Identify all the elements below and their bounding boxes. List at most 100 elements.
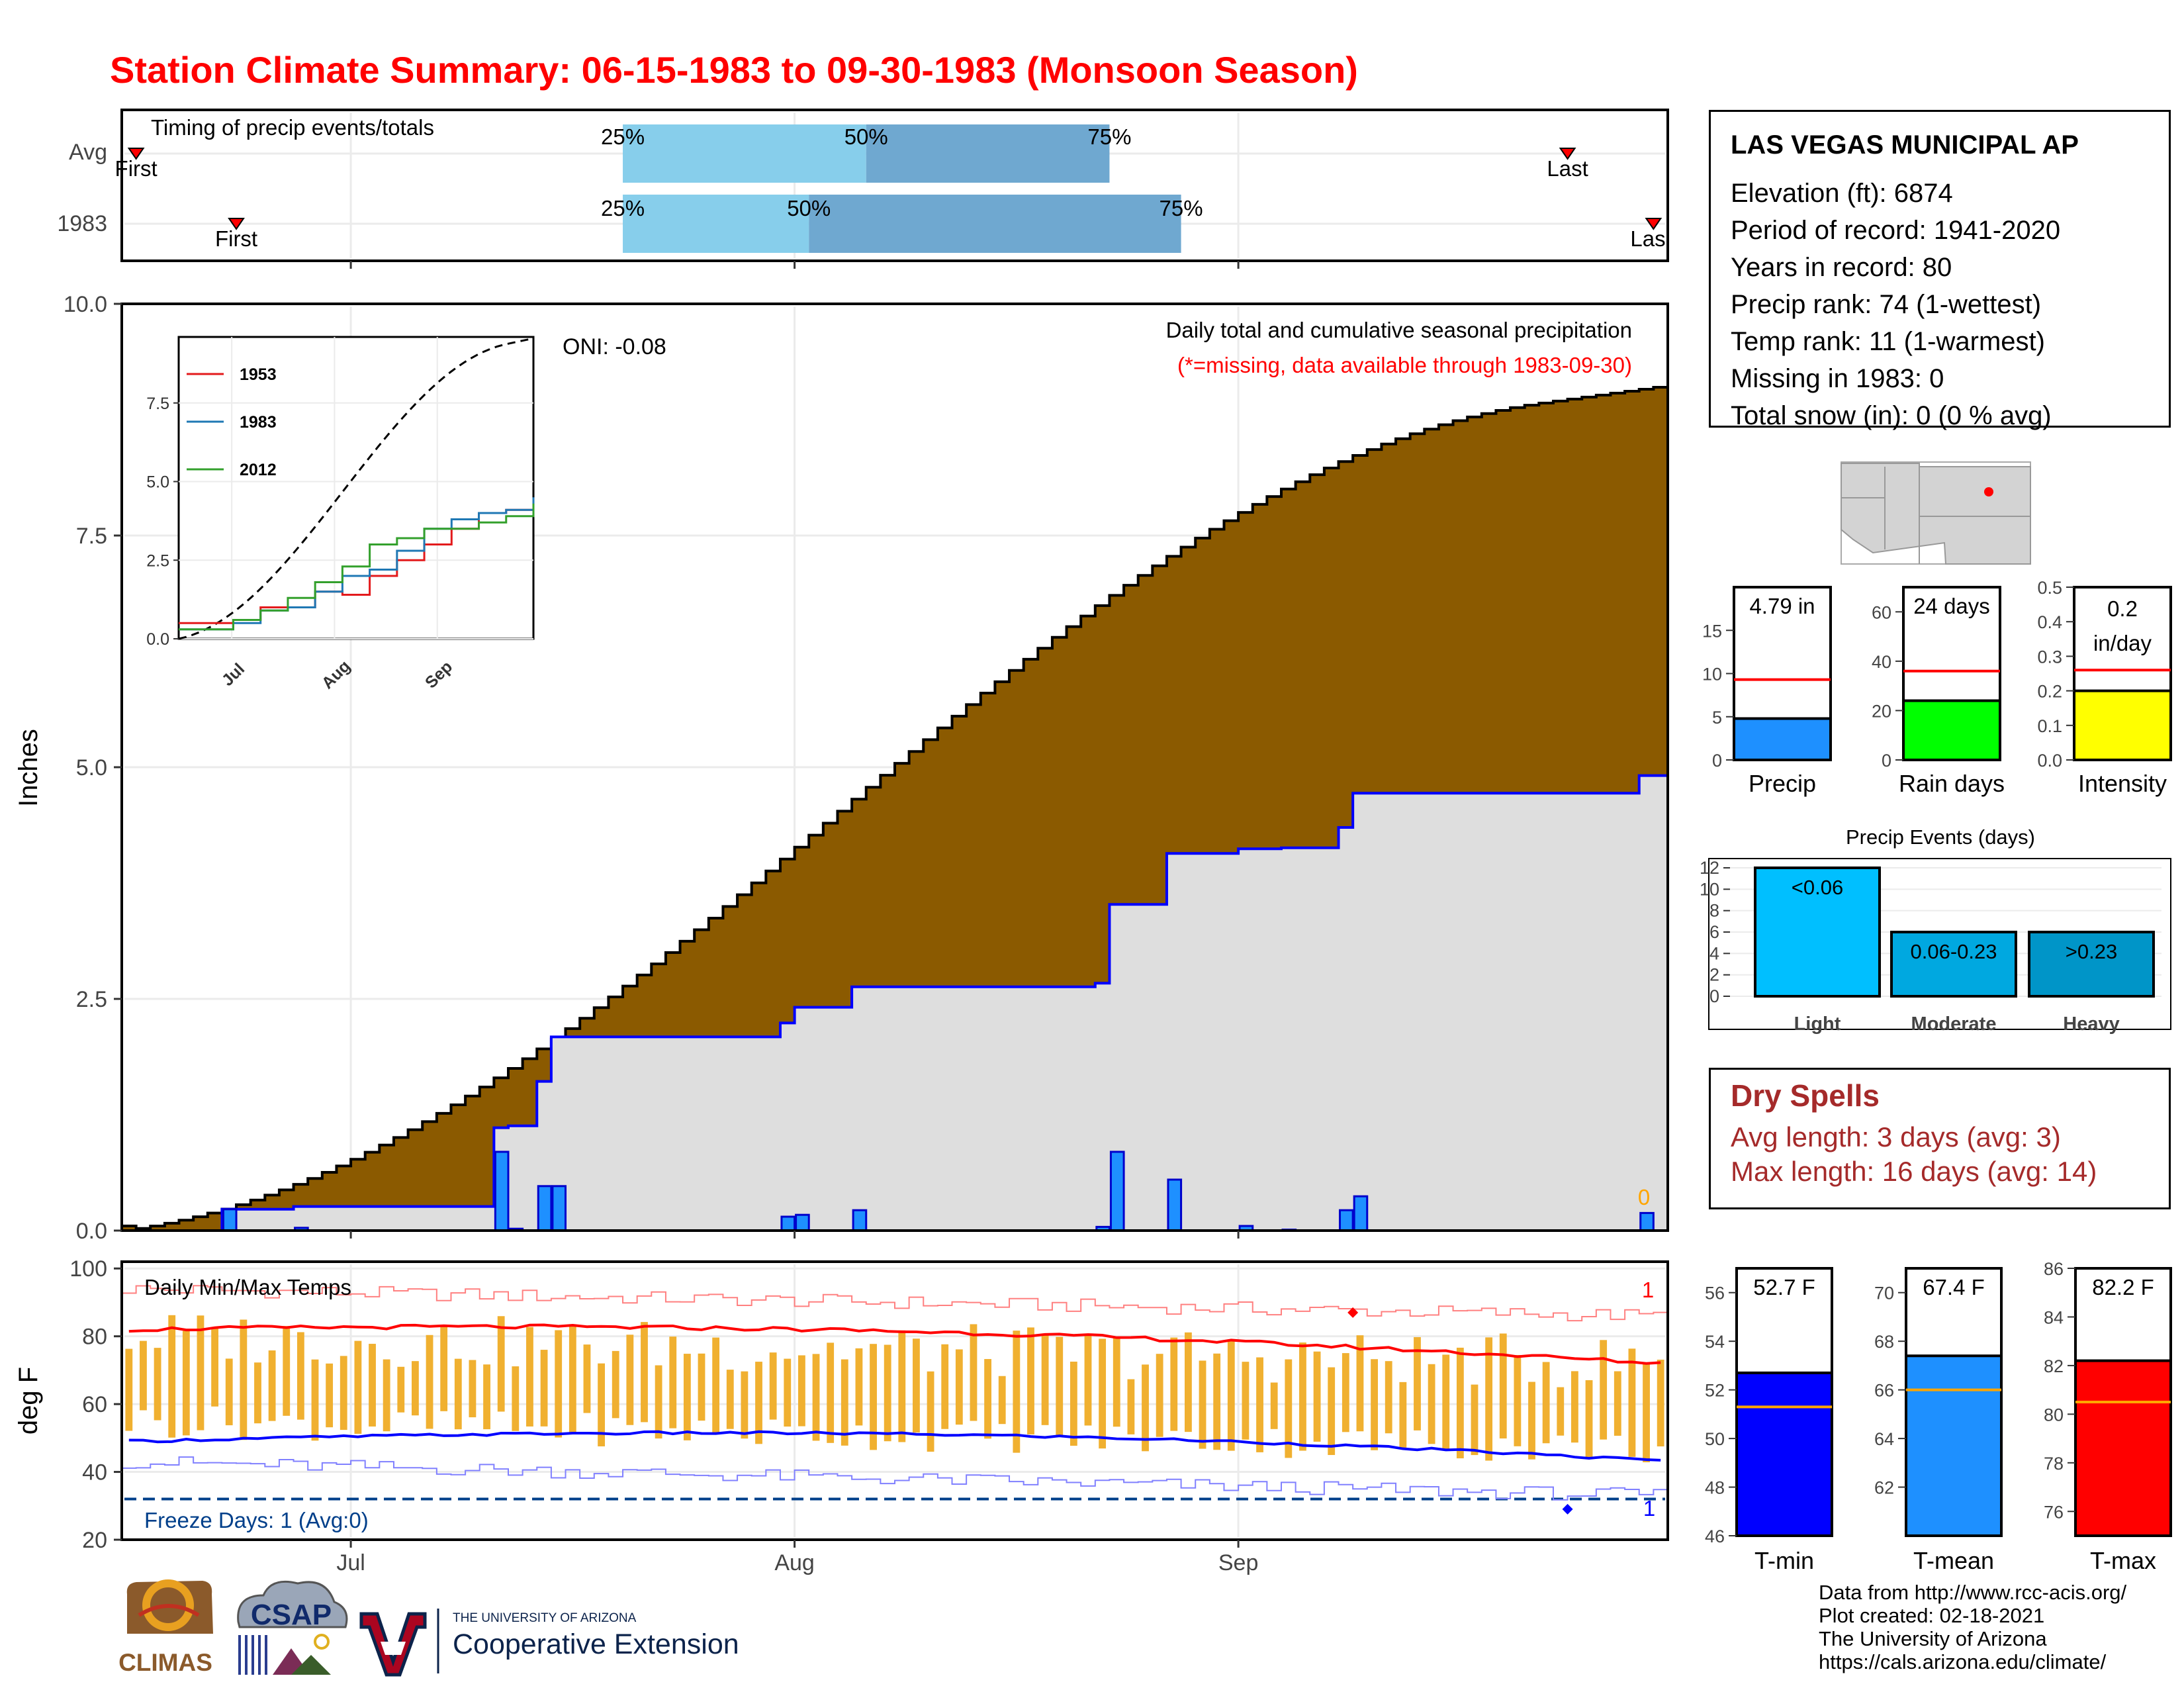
daily-temp-range-bar <box>955 1349 963 1425</box>
daily-temp-range-bar <box>1299 1342 1306 1451</box>
summary-y-tick-label: 0.0 <box>2037 751 2062 771</box>
inset-legend-label: 1953 <box>240 365 277 384</box>
inset-avg-line <box>178 338 531 640</box>
daily-temp-range-bar <box>197 1315 205 1430</box>
summary-value: 24 days <box>1913 594 1990 618</box>
timing-bar-q25-q50 <box>623 195 809 253</box>
events-bar-heavy <box>2028 931 2155 998</box>
events-y-tick-label: 12 <box>1700 858 1719 878</box>
temp-summary-y-tick-label: 48 <box>1705 1478 1725 1498</box>
events-y-tick-label: 4 <box>1709 943 1719 963</box>
daily-temp-range-bar <box>283 1326 291 1416</box>
y-axis-title-inches: Inches <box>14 729 43 807</box>
station-snow: Total snow (in): 0 (0 % avg) <box>1731 401 2052 430</box>
daily-temp-range-bar <box>1585 1380 1593 1460</box>
daily-temp-range-bar <box>741 1371 749 1439</box>
summary-label: Precip <box>1749 770 1816 797</box>
daily-temp-range-bar <box>240 1319 248 1440</box>
daily-temp-range-bar <box>1342 1353 1349 1432</box>
daily-temp-range-bar <box>1041 1333 1049 1425</box>
daily-temp-range-bar <box>612 1350 619 1419</box>
y-tick-label: 40 <box>82 1460 107 1485</box>
daily-temp-range-bar <box>669 1336 677 1429</box>
daily-precip-bar <box>795 1213 810 1232</box>
daily-temp-range-bar <box>1643 1364 1650 1463</box>
summary-y-tick-label: 0 <box>1712 751 1722 771</box>
daily-temp-range-bar <box>827 1342 835 1443</box>
temp-summary-y-tick-label: 56 <box>1705 1284 1725 1303</box>
daily-temp-range-bar <box>1499 1333 1507 1439</box>
timing-q50-label: 50% <box>844 124 888 149</box>
daily-temp-range-bar <box>1099 1338 1107 1449</box>
y-tick-label: 60 <box>82 1392 107 1417</box>
temp-summary-y-tick-label: 66 <box>1874 1381 1894 1401</box>
daily-temp-range-bar <box>440 1326 448 1411</box>
station-temp-rank: Temp rank: 11 (1-warmest) <box>1731 327 2045 356</box>
temp-summary-value: 52.7 F <box>1753 1275 1815 1299</box>
daily-precip-bar <box>1167 1178 1183 1232</box>
timing-label: Timing of precip events/totals <box>151 115 434 140</box>
daily-temp-range-bar <box>140 1340 147 1411</box>
daily-temp-range-bar <box>1213 1353 1221 1450</box>
timing-q50-label: 50% <box>787 196 831 220</box>
daily-temp-range-bar <box>340 1356 347 1430</box>
y-tick-label: 0.0 <box>76 1219 107 1244</box>
y-tick-label: 7.5 <box>76 524 107 549</box>
inset-series-line-1983 <box>179 497 535 631</box>
footer-line: https://cals.arizona.edu/climate/ <box>1819 1650 2107 1673</box>
events-x-label: Heavy <box>2063 1013 2119 1035</box>
daily-temp-range-bar <box>769 1352 777 1420</box>
daily-temp-range-bar <box>1600 1340 1608 1440</box>
daily-temp-range-bar <box>655 1365 662 1439</box>
daily-precip-bar <box>494 1150 510 1232</box>
daily-temp-range-bar <box>296 1332 304 1420</box>
daily-temp-range-bar <box>683 1354 691 1440</box>
y-axis-title-degf: deg F <box>14 1367 43 1434</box>
avg-tmin-line <box>128 1430 1661 1462</box>
csap-logo: CSAP <box>237 1580 348 1675</box>
events-title: Precip Events (days) <box>1846 825 2035 849</box>
timing-last-marker <box>1559 148 1576 160</box>
daily-temp-range-bar <box>1242 1362 1250 1440</box>
daily-temp-range-bar <box>1185 1332 1192 1432</box>
daily-temp-range-bar <box>626 1335 634 1425</box>
x-tick-label-sep: Sep <box>1218 1550 1259 1575</box>
summary-value-unit: in/day <box>2093 631 2152 655</box>
daily-temp-range-bar <box>1056 1336 1064 1436</box>
daily-temp-range-bar <box>598 1363 605 1446</box>
daily-temp-range-bar <box>984 1359 991 1439</box>
daily-temp-range-bar <box>383 1359 390 1432</box>
station-period: Period of record: 1941-2020 <box>1731 216 2061 245</box>
events-y-tick-label: 8 <box>1709 901 1719 921</box>
daily-precip-bar <box>852 1209 868 1232</box>
daily-temp-range-bar <box>1013 1331 1021 1453</box>
y-tick-label: 20 <box>82 1528 107 1553</box>
ua-large-text: Cooperative Extension <box>453 1628 739 1660</box>
temp-summary-y-tick-label: 80 <box>2044 1405 2064 1425</box>
inset-legend-label: 2012 <box>240 461 277 479</box>
daily-temp-range-bar <box>841 1359 848 1446</box>
temp-summary-y-tick-label: 68 <box>1874 1332 1894 1352</box>
station-info-box: LAS VEGAS MUNICIPAL AP Elevation (ft): 6… <box>1709 110 2171 430</box>
dry-spells-max: Max length: 16 days (avg: 14) <box>1731 1156 2097 1187</box>
temp-summary-y-tick-label: 82 <box>2044 1356 2064 1376</box>
daily-precip-bar <box>551 1185 567 1232</box>
temp-summary-y-tick-label: 52 <box>1705 1381 1725 1401</box>
events-bar-light <box>1754 867 1881 998</box>
daily-temp-range-bar <box>1528 1382 1535 1460</box>
daily-temp-range-bar <box>311 1359 319 1441</box>
summary-value: 0.2 <box>2107 596 2138 621</box>
daily-temp-range-bar <box>1027 1327 1034 1434</box>
daily-temp-range-bar <box>726 1370 734 1429</box>
events-bar-moderate <box>1890 931 2017 998</box>
daily-temp-range-bar <box>1571 1371 1578 1443</box>
daily-precip-bar <box>1639 1211 1655 1232</box>
ua-small-text: THE UNIVERSITY OF ARIZONA <box>453 1611 637 1625</box>
events-y-tick-label: 0 <box>1709 986 1719 1006</box>
daily-temp-range-bar <box>970 1324 978 1421</box>
temp-summary-bar-t-max <box>2074 1359 2172 1538</box>
daily-temp-range-bar <box>1542 1362 1550 1444</box>
timing-q25-label: 25% <box>601 196 645 220</box>
daily-temp-range-bar <box>927 1371 934 1452</box>
